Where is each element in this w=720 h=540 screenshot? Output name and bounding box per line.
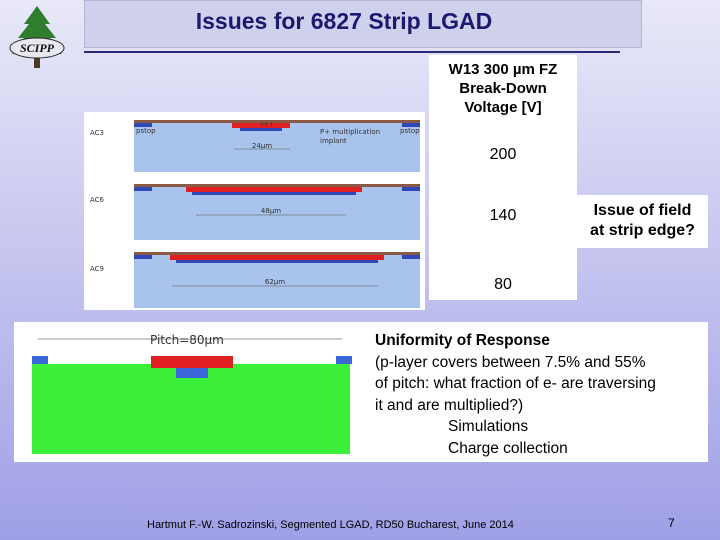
width-label: 62µm [265, 278, 285, 286]
header-line: Voltage [V] [464, 99, 542, 116]
multiplication-implant [151, 356, 233, 368]
breakdown-value-ac3: 200 [489, 146, 517, 163]
uniformity-line: it and are multiplied?) [375, 396, 524, 414]
implant-multiplication-label: P+ multiplication [320, 128, 380, 136]
title-divider [84, 51, 620, 53]
uniformity-line: of pitch: what fraction of e- are traver… [375, 375, 656, 392]
page-number: 7 [668, 516, 675, 530]
uniformity-item: Charge collection [448, 439, 568, 457]
breakdown-value-ac9: 80 [494, 276, 512, 293]
pitch-diagram: Pitch=80µm [14, 322, 366, 462]
header-line: W13 300 µm FZ [448, 61, 558, 78]
issue-text: Issue of field at strip edge? [577, 201, 708, 241]
width-label: 24µm [252, 142, 272, 150]
footer-credit: Hartmut F.-W. Sadrozinski, Segmented LGA… [147, 519, 514, 531]
cross-section-ac3: AC3 pstop pstop n++ P+ multiplication im… [90, 120, 420, 172]
cross-section-ac6: AC6 48µm [90, 184, 420, 240]
row-label: AC3 [90, 129, 104, 137]
uniformity-box [366, 322, 708, 462]
uniformity-item: Simulations [448, 418, 529, 435]
breakdown-table [429, 55, 577, 300]
silicon-bulk [32, 364, 350, 454]
issue-line: at strip edge? [590, 222, 695, 239]
gain-layer [176, 368, 208, 378]
pstop-right [336, 356, 352, 364]
uniformity-title: Uniformity of Response [375, 332, 550, 349]
scipp-logo: SCIPP [9, 6, 65, 68]
cross-section-ac9: AC9 62µm [90, 252, 420, 308]
row-label: AC6 [90, 196, 105, 204]
implant-label: implant [320, 137, 347, 145]
pitch-label: Pitch=80µm [150, 333, 224, 347]
logo-text: SCIPP [20, 41, 55, 55]
pstop-right-label: pstop [400, 127, 420, 135]
width-label: 48µm [261, 207, 281, 215]
uniformity-line: (p-layer covers between 7.5% and 55% [375, 353, 646, 371]
implant-nplus-label: n++ [260, 121, 274, 128]
breakdown-header: W13 300 µm FZ Break-Down Voltage [V] [429, 60, 577, 117]
pstop-left [32, 356, 48, 364]
issue-line: Issue of field [593, 202, 692, 219]
slide-title: Issues for 6827 Strip LGAD [195, 8, 493, 34]
row-label: AC9 [90, 265, 104, 273]
title-bar [84, 0, 642, 48]
issue-callout [577, 195, 708, 248]
cross-section-panel: AC3 pstop pstop n++ P+ multiplication im… [84, 112, 425, 310]
uniformity-text: Uniformity of Response (p-layer covers b… [375, 330, 705, 459]
header-line: Break-Down [459, 80, 547, 97]
pstop-left-label: pstop [136, 127, 156, 135]
breakdown-value-ac6: 140 [489, 207, 517, 224]
